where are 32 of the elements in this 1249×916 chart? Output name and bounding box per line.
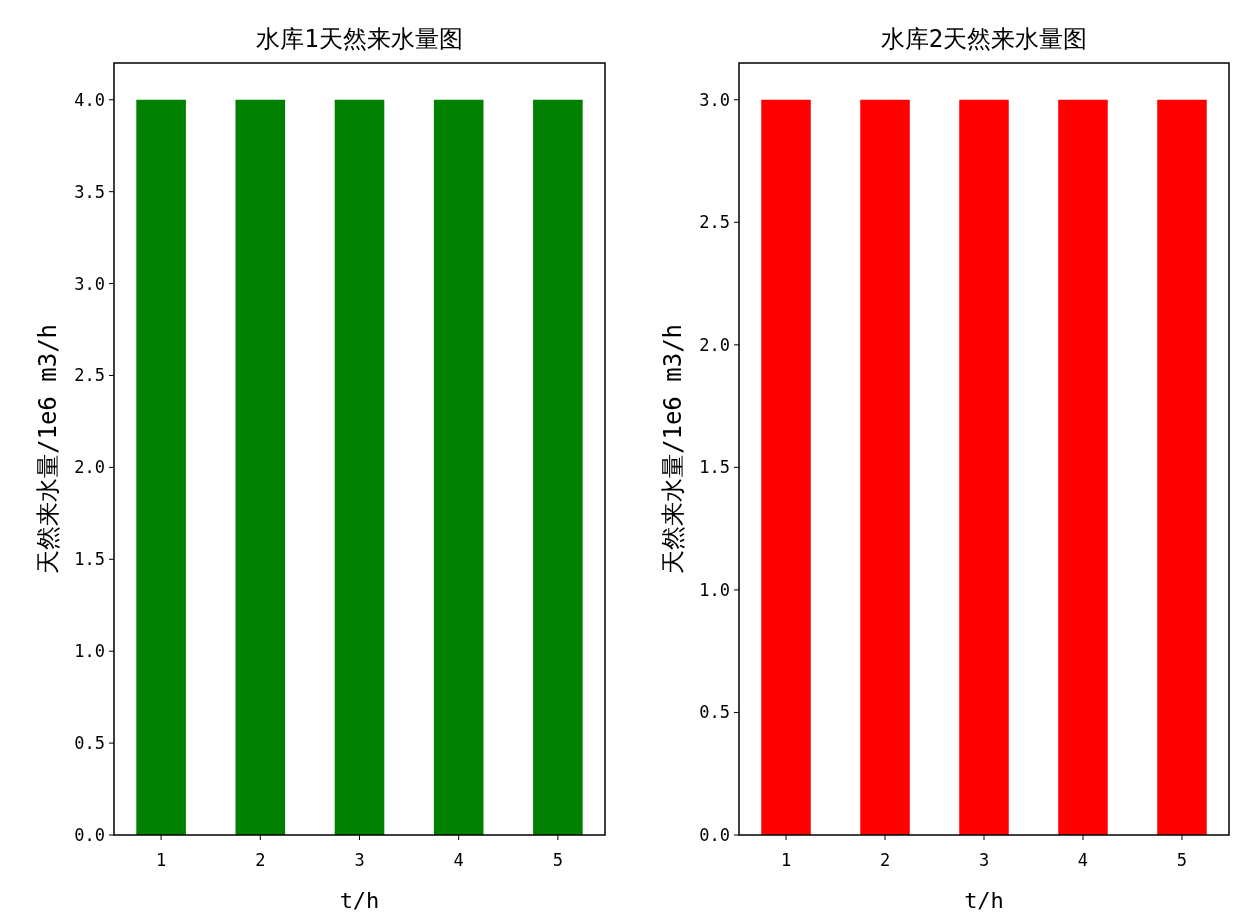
y-tick-label: 1.0 — [74, 641, 105, 662]
x-tick-label: 3 — [978, 850, 990, 870]
y-tick-label: 3.0 — [74, 273, 105, 294]
y-tick-label: 4.0 — [74, 89, 105, 110]
x-tick-label: 2 — [255, 850, 266, 870]
y-tick-label: 0.5 — [699, 702, 730, 723]
x-tick-label: 5 — [552, 850, 564, 870]
x-tick-label: 4 — [1077, 850, 1089, 870]
chart-title: 水库2天然来水量图 — [880, 25, 1088, 53]
y-tick-label: 0.0 — [74, 825, 105, 845]
y-tick-label: 2.0 — [699, 334, 730, 355]
y-tick-label: 3.5 — [74, 181, 105, 202]
y-tick-label: 0.5 — [74, 733, 105, 754]
x-axis-title: t/h — [339, 888, 380, 913]
y-tick-label: 0.0 — [699, 825, 730, 845]
x-tick-label: 1 — [155, 850, 167, 870]
x-tick-label: 3 — [354, 850, 365, 870]
x-tick-label: 2 — [879, 850, 891, 870]
y-tick-label: 1.5 — [699, 457, 730, 478]
y-tick-label: 2.0 — [74, 457, 105, 478]
y-tick-label: 1.0 — [699, 579, 730, 600]
x-axis-title: t/h — [964, 888, 1004, 913]
y-axis-title: 天然来水量/1e6 m3/h — [34, 323, 62, 575]
x-tick-label: 4 — [453, 850, 464, 870]
y-tick-label: 2.5 — [74, 365, 105, 386]
y-tick-label: 2.5 — [699, 212, 730, 233]
chart-title: 水库1天然来水量图 — [256, 25, 463, 53]
y-tick-label: 3.0 — [699, 89, 730, 110]
x-tick-label: 1 — [780, 850, 792, 870]
y-tick-label: 1.5 — [74, 549, 105, 570]
y-axis-title: 天然来水量/1e6 m3/h — [659, 323, 687, 575]
x-tick-label: 5 — [1176, 850, 1188, 870]
